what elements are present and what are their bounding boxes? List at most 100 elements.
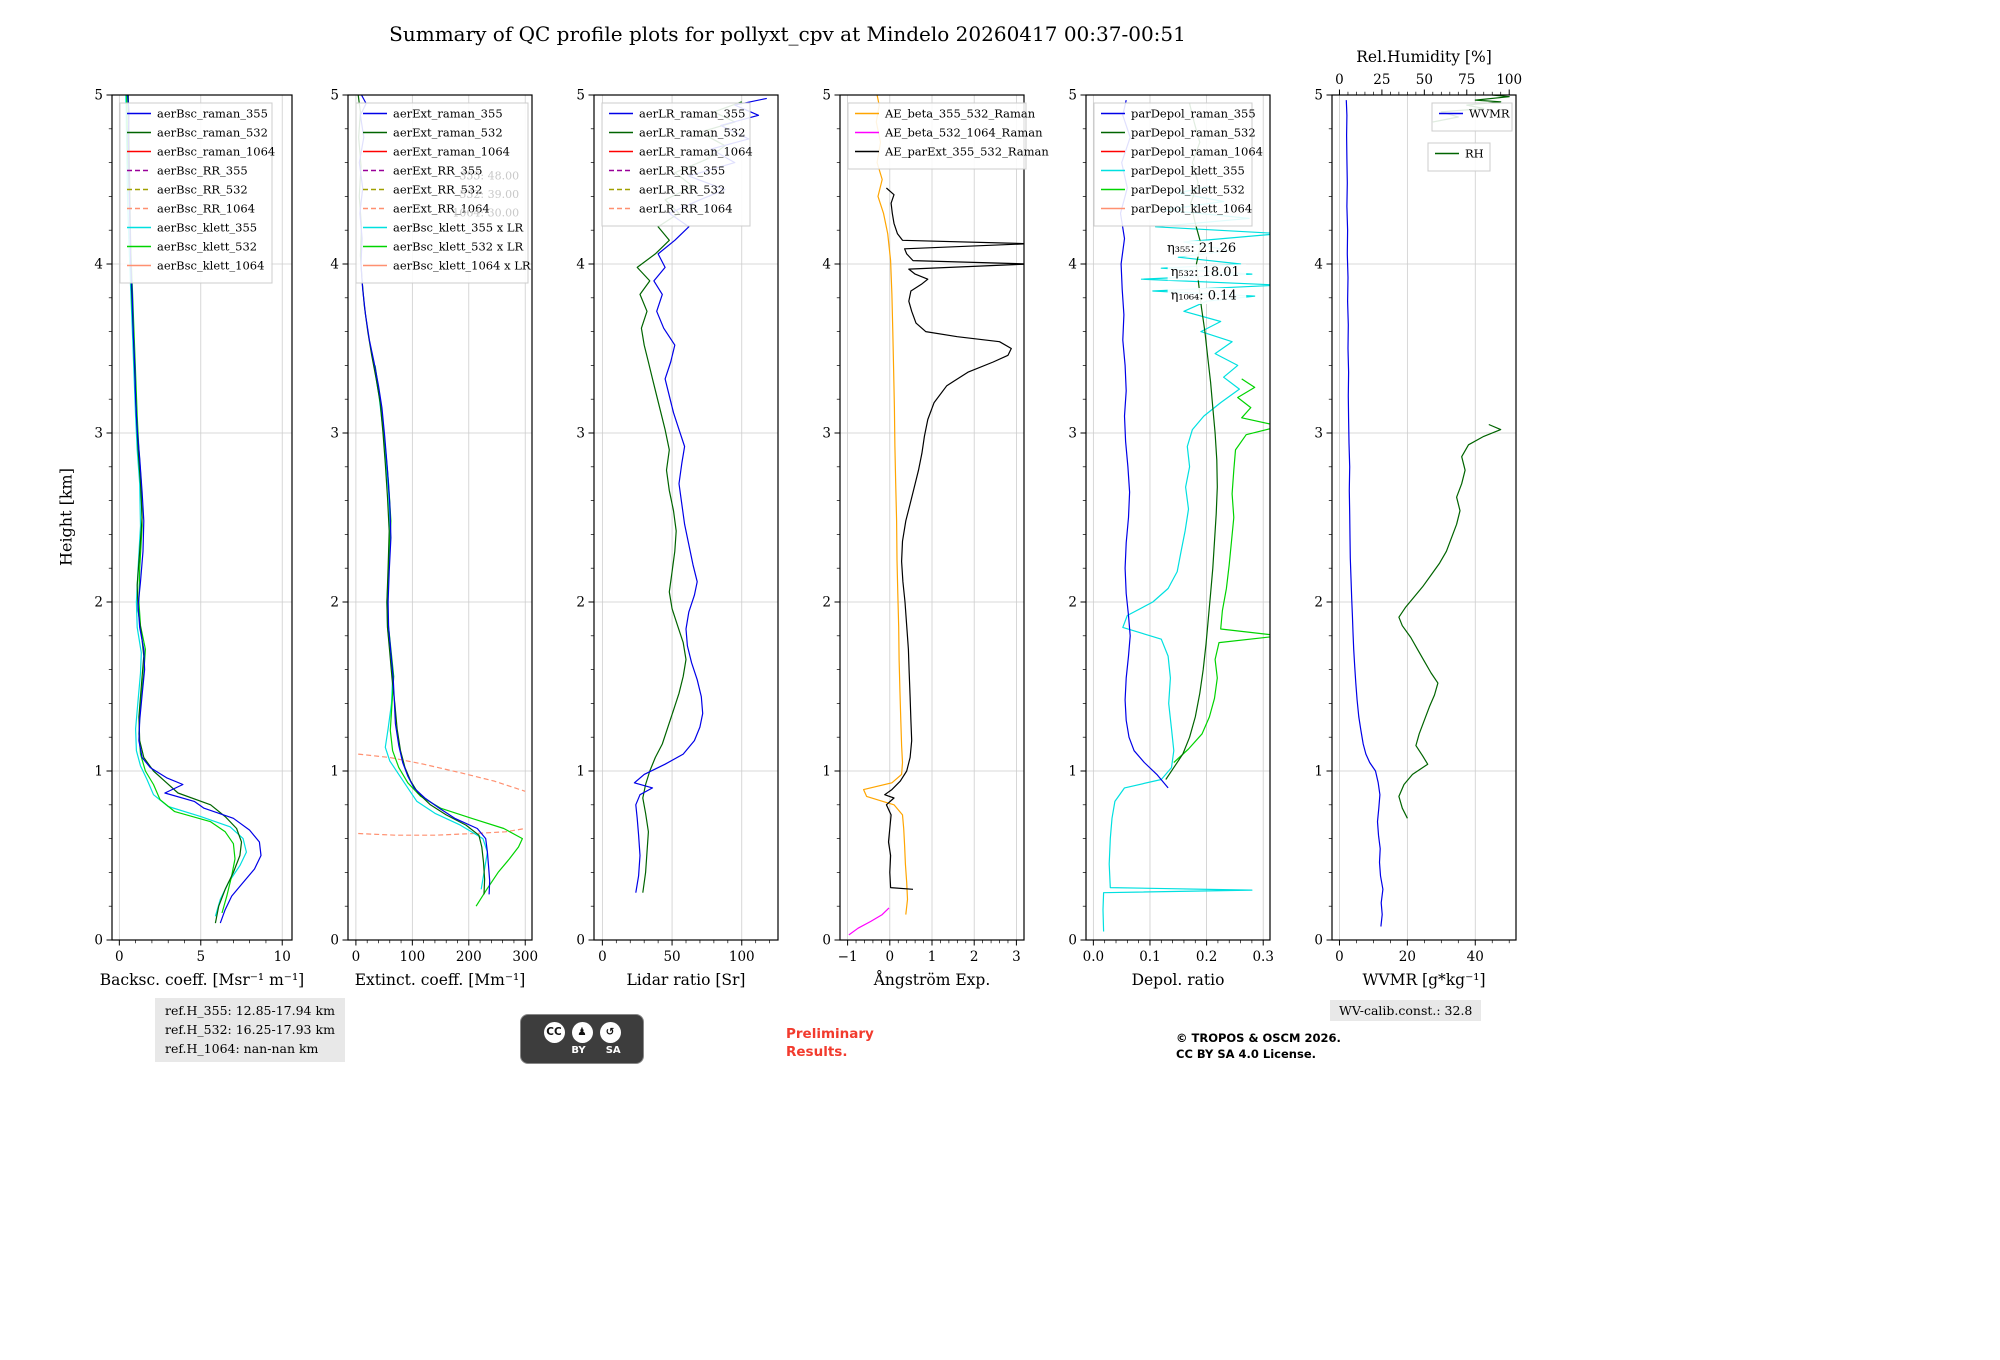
y-tick-label: 2	[330, 595, 339, 611]
x-tick-label: 20	[1399, 949, 1416, 965]
top-axis-label: Rel.Humidity [%]	[1356, 48, 1492, 66]
legend-item-label: aerExt_RR_532	[393, 183, 482, 197]
legend-item-label: RH	[1465, 147, 1484, 161]
x-tick-label: −1	[838, 949, 858, 965]
attribution-person-icon: ♟	[571, 1022, 593, 1043]
legend-item-label: AE_parExt_355_532_Raman	[884, 145, 1049, 159]
top-tick-label: 0	[1335, 72, 1344, 88]
legend-item-label: parDepol_raman_355	[1131, 107, 1256, 121]
y-tick-label: 0	[576, 933, 585, 949]
x-tick-label: 200	[456, 949, 482, 965]
y-tick-label: 4	[822, 257, 831, 273]
series-aerBsc_klett_355	[125, 95, 247, 917]
legend-item-label: aerBsc_RR_532	[157, 183, 248, 197]
y-tick-label: 2	[576, 595, 585, 611]
legend-item-label: parDepol_klett_355	[1131, 164, 1245, 178]
copyright-line-1: © TROPOS & OSCM 2026.	[1176, 1031, 1341, 1045]
legend-item-label: parDepol_klett_1064	[1131, 202, 1252, 216]
y-tick-label: 4	[1068, 257, 1077, 273]
series-AE_parExt_355_532_Raman	[884, 187, 1024, 890]
y-tick-label: 1	[822, 764, 831, 780]
cc-badge-labels: BY SA	[571, 1045, 620, 1056]
legend-item-label: parDepol_raman_1064	[1131, 145, 1263, 159]
top-tick-label: 100	[1496, 72, 1522, 88]
y-tick-label: 5	[94, 88, 103, 104]
legend-item-label: AE_beta_355_532_Raman	[884, 107, 1036, 121]
legend-angstroem: AE_beta_355_532_Raman AE_beta_532_1064_Ra…	[847, 102, 1049, 170]
legend-item-label: aerBsc_RR_355	[157, 164, 248, 178]
annotation-text: 532: 39.00	[459, 188, 519, 201]
legend-item-label: aerExt_raman_355	[393, 107, 503, 121]
y-tick-label: 4	[1314, 257, 1323, 273]
y-tick-label: 5	[822, 88, 831, 104]
legend-item-label: aerExt_RR_1064	[393, 202, 490, 216]
x-tick-label: 0.2	[1196, 949, 1217, 965]
y-tick-label: 0	[94, 933, 103, 949]
legend-item-label: aerBsc_raman_532	[157, 126, 268, 140]
legend-item-label: aerExt_RR_355	[393, 164, 482, 178]
x-tick-label: 50	[663, 949, 680, 965]
y-tick-label: 5	[1314, 88, 1323, 104]
y-tick-label: 3	[822, 426, 831, 442]
series-WVMR	[1345, 100, 1384, 927]
y-tick-label: 2	[822, 595, 831, 611]
x-axis-label-wvmr: WVMR [g*kg⁻¹]	[1362, 971, 1485, 989]
legend-item-label: WVMR	[1469, 107, 1510, 121]
panel-backscatter: 0 5 10 0 1 2 3 4 5 Backsc. coeff. [Msr⁻¹ m⁻¹] aerB…	[94, 88, 304, 990]
annotation-text: 355: 48.00	[459, 170, 519, 183]
series-aerBsc_klett_1064_x_LR	[358, 827, 526, 836]
x-tick-label: 10	[274, 949, 291, 965]
x-tick-label: 0.1	[1139, 949, 1160, 965]
cc-sa-label: SA	[605, 1045, 621, 1056]
x-axis-label-angstroem: Ångström Exp.	[873, 971, 991, 989]
x-tick-label: 0.0	[1083, 949, 1104, 965]
legend-item-label: aerExt_raman_532	[393, 126, 503, 140]
legend-item-label: aerBsc_klett_355 x LR	[393, 221, 524, 235]
y-tick-label: 0	[1068, 933, 1077, 949]
preliminary-line-1: Preliminary	[786, 1026, 874, 1042]
annotation-text: η₅₃₂: 18.01	[1171, 265, 1240, 280]
annotation-text: 1064: 30.00	[452, 207, 519, 220]
cc-icon-row: CC ♟ ↺	[543, 1022, 621, 1043]
preliminary-note: Preliminary Results.	[786, 1026, 874, 1061]
x-tick-label: 0.3	[1252, 949, 1273, 965]
ref-h-1064-text: ref.H_1064: nan-nan km	[165, 1040, 319, 1056]
legend-item-label: parDepol_klett_532	[1131, 183, 1245, 197]
copyright-line-2: CC BY SA 4.0 License.	[1176, 1046, 1316, 1061]
x-tick-label: 3	[1012, 949, 1021, 965]
legend-depol: parDepol_raman_355 parDepol_raman_532 parD…	[1093, 102, 1263, 227]
x-tick-label: 2	[970, 949, 979, 965]
top-tick-label: 50	[1416, 72, 1433, 88]
legend-item-label: aerBsc_RR_1064	[157, 202, 255, 216]
y-tick-label: 2	[94, 595, 103, 611]
legend-item-label: aerLR_RR_1064	[639, 202, 733, 216]
series-AE_beta_355_532_Raman	[863, 95, 909, 915]
y-tick-label: 5	[330, 88, 339, 104]
series-parDepol_klett_532	[1173, 378, 1270, 763]
panel-angstroem: −1 0 1 2 3 0 1 2 3 4 5 Ångström Exp. AE_beta_355_532…	[822, 88, 1049, 990]
legend-item-label: parDepol_raman_532	[1131, 126, 1256, 140]
series-aerBsc_raman_355	[126, 95, 262, 924]
y-tick-label: 3	[330, 426, 339, 442]
legend-item-label: aerLR_raman_355	[639, 107, 745, 121]
y-tick-label: 1	[330, 764, 339, 780]
y-tick-label: 3	[94, 426, 103, 442]
y-tick-label: 4	[330, 257, 339, 273]
y-tick-label: 2	[1068, 595, 1077, 611]
series-aerExt_RR_1064_upper	[358, 753, 526, 792]
legend-wvmr: WVMR	[1431, 102, 1513, 132]
x-axis-label-extinction: Extinct. coeff. [Mm⁻¹]	[355, 971, 526, 989]
x-tick-label: 0	[352, 949, 361, 965]
legend-wvmr-1: RH	[1427, 142, 1491, 172]
x-tick-label: 1	[928, 949, 937, 965]
legend-backscatter: aerBsc_raman_355 aerBsc_raman_532 aerBsc_r…	[119, 102, 275, 284]
series-aerBsc_klett_532_x_LR	[374, 365, 523, 907]
copyright-note: © TROPOS & OSCM 2026. CC BY SA 4.0 Licen…	[1176, 1031, 1341, 1062]
legend-item-label: aerBsc_klett_355	[157, 221, 257, 235]
legend-lidar-ratio: aerLR_raman_355 aerLR_raman_532 aerLR_rama…	[601, 102, 753, 227]
legend-item-label: aerLR_raman_532	[639, 126, 745, 140]
legend-item-label: aerBsc_klett_1064 x LR	[393, 259, 531, 273]
x-tick-label: 100	[729, 949, 755, 965]
